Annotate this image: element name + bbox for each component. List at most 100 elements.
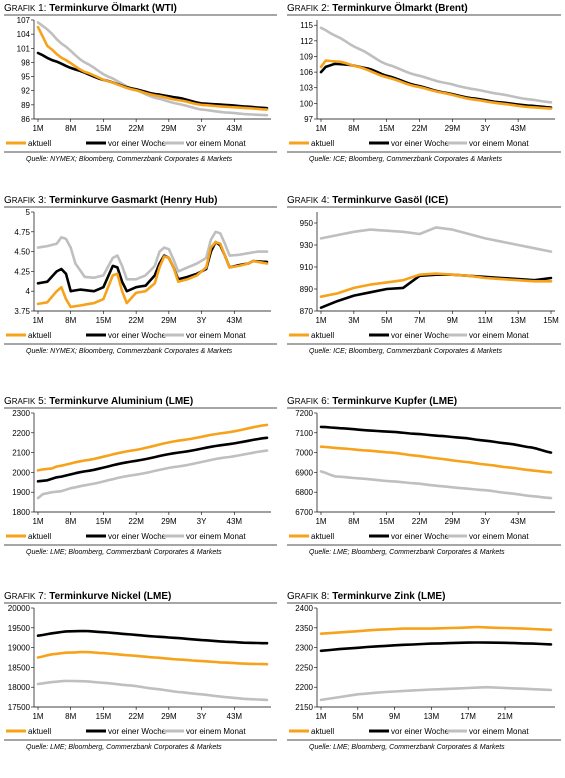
chart-title: GRAFIK 6: Terminkurve Kupfer (LME) xyxy=(287,395,457,408)
chart-name: Terminkurve Nickel (LME) xyxy=(49,591,172,602)
x-tick-label: 13M xyxy=(424,712,440,721)
bottom-rule xyxy=(4,739,277,741)
x-tick-label: 1M xyxy=(315,124,326,133)
y-tick-label: 930 xyxy=(300,241,314,250)
x-tick-label: 3Y xyxy=(197,517,207,526)
legend-label: vor einer Woche xyxy=(108,331,167,340)
x-tick-label: 1M xyxy=(32,124,43,133)
legend-label: vor einem Monat xyxy=(186,532,246,541)
y-tick-label: 2400 xyxy=(295,604,313,613)
x-tick-label: 22M xyxy=(412,124,428,133)
line-chart: 2150 2200 2250 2300 2350 2400 1M 5M 9M 13M 17M 21M a… xyxy=(289,604,555,736)
bottom-rule xyxy=(287,151,561,153)
series-line-vor-einem-monat xyxy=(36,21,269,117)
x-tick-label: 43M xyxy=(510,124,526,133)
grafik-label: GRAFIK xyxy=(287,396,319,407)
x-tick-label: 1M xyxy=(315,517,326,526)
x-tick-label: 43M xyxy=(510,517,526,526)
y-tick-label: 18000 xyxy=(8,683,31,692)
x-tick-label: 22M xyxy=(128,517,144,526)
grafik-label: GRAFIK xyxy=(4,195,36,206)
bottom-rule xyxy=(4,544,277,546)
y-tick-label: 5 xyxy=(26,208,31,217)
chart-name: Terminkurve Ölmarkt (Brent) xyxy=(332,3,468,14)
x-tick-label: 29M xyxy=(161,712,177,721)
series-line-aktuell xyxy=(319,272,553,298)
grafik-number: 6: xyxy=(318,396,333,407)
y-tick-label: 910 xyxy=(300,263,314,272)
y-tick-label: 870 xyxy=(300,307,314,316)
y-tick-label: 7200 xyxy=(295,409,313,418)
title-rule xyxy=(4,602,277,604)
chart-panel-6: GRAFIK 6: Terminkurve Kupfer (LME) 6700 68… xyxy=(287,393,561,583)
legend-label: vor einer Woche xyxy=(391,727,450,736)
chart-title: GRAFIK 4: Terminkurve Gasöl (ICE) xyxy=(287,194,448,207)
bottom-rule xyxy=(287,739,561,741)
x-tick-label: 8M xyxy=(348,517,359,526)
series-line-aktuell xyxy=(36,240,269,309)
y-tick-label: 4.75 xyxy=(14,228,30,237)
series-line-vor-einer-woche xyxy=(319,62,553,109)
y-tick-label: 100 xyxy=(300,99,314,108)
y-tick-label: 107 xyxy=(17,16,31,25)
grafik-label: GRAFIK xyxy=(287,195,319,206)
y-tick-label: 17500 xyxy=(8,703,31,712)
y-tick-label: 109 xyxy=(300,52,314,61)
y-tick-label: 112 xyxy=(300,37,313,46)
legend-label: aktuell xyxy=(311,139,334,148)
x-tick-label: 1M xyxy=(32,712,43,721)
x-tick-label: 9M xyxy=(447,316,458,325)
y-tick-label: 97 xyxy=(304,115,313,124)
y-tick-label: 4.25 xyxy=(14,267,30,276)
x-tick-label: 17M xyxy=(460,712,476,721)
x-tick-label: 3Y xyxy=(197,712,207,721)
grafik-label: GRAFIK xyxy=(4,591,36,602)
source-note: Quelle: NYMEX; Bloomberg, Commerzbank Co… xyxy=(26,348,233,355)
x-tick-label: 43M xyxy=(227,517,243,526)
y-tick-label: 1800 xyxy=(12,508,30,517)
x-tick-label: 8M xyxy=(65,712,76,721)
y-tick-label: 4 xyxy=(26,287,31,296)
bottom-rule xyxy=(287,544,561,546)
y-tick-label: 98 xyxy=(21,58,30,67)
line-chart: 870 890 910 930 950 1M 3M 5M 7M 9M 11M 13M 15M aktuel… xyxy=(289,212,559,340)
y-tick-label: 950 xyxy=(300,219,314,228)
x-tick-label: 8M xyxy=(65,124,76,133)
chart-title: GRAFIK 8: Terminkurve Zink (LME) xyxy=(287,590,445,603)
y-tick-label: 20000 xyxy=(8,604,31,613)
y-tick-label: 95 xyxy=(21,73,30,82)
line-chart: 6700 6800 6900 7000 7100 7200 1M 8M 15M 22M 29M 3Y 4… xyxy=(289,409,555,541)
source-note: Quelle: LME; Bloomberg, Commerzbank Corp… xyxy=(309,744,505,751)
x-tick-label: 15M xyxy=(96,517,112,526)
bottom-rule xyxy=(287,343,561,345)
x-tick-label: 11M xyxy=(478,316,493,325)
bottom-rule xyxy=(4,151,277,153)
source-note: Quelle: ICE; Bloomberg, Commerzbank Corp… xyxy=(309,348,502,355)
y-tick-label: 7000 xyxy=(295,449,313,458)
grafik-label: GRAFIK xyxy=(287,591,319,602)
x-tick-label: 5M xyxy=(352,712,363,721)
x-tick-label: 29M xyxy=(161,124,177,133)
grafik-number: 3: xyxy=(35,195,50,206)
y-tick-label: 103 xyxy=(300,84,314,93)
x-tick-label: 3M xyxy=(348,316,359,325)
series-line-vor-einem-monat xyxy=(36,679,269,702)
series-line-vor-einer-woche xyxy=(36,629,269,645)
legend-label: vor einer Woche xyxy=(391,532,450,541)
y-tick-label: 6800 xyxy=(295,488,313,497)
x-tick-label: 3Y xyxy=(197,124,207,133)
x-tick-label: 29M xyxy=(445,517,461,526)
y-tick-label: 92 xyxy=(21,87,30,96)
x-tick-label: 5M xyxy=(381,316,392,325)
legend-label: vor einer Woche xyxy=(108,727,167,736)
grafik-label: GRAFIK xyxy=(287,3,319,14)
x-tick-label: 3Y xyxy=(480,517,490,526)
y-tick-label: 86 xyxy=(21,115,30,124)
x-tick-label: 9M xyxy=(389,712,400,721)
chart-panel-4: GRAFIK 4: Terminkurve Gasöl (ICE) 870 890 9… xyxy=(287,192,561,382)
series-line-vor-einer-woche xyxy=(36,436,269,483)
legend-label: vor einem Monat xyxy=(469,331,529,340)
x-tick-label: 1M xyxy=(32,517,43,526)
chart-name: Terminkurve Kupfer (LME) xyxy=(332,396,458,407)
title-rule xyxy=(287,14,561,16)
